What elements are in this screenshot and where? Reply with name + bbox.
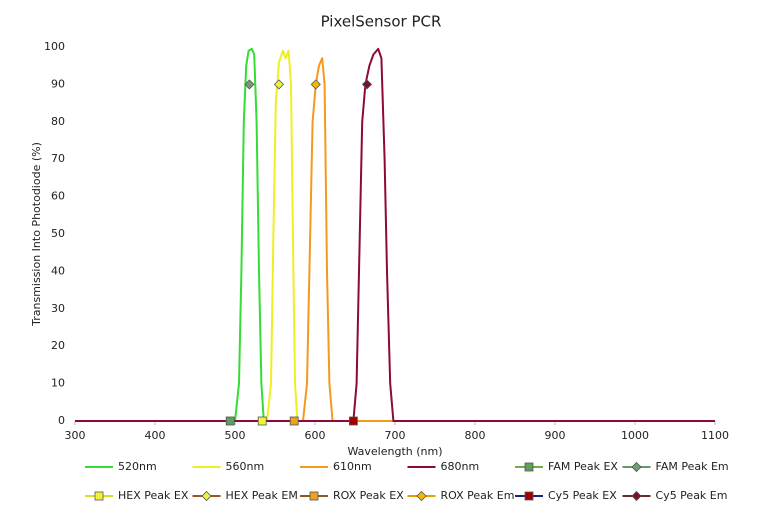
data-point [225, 416, 235, 426]
x-tick-label: 700 [385, 429, 406, 442]
y-tick-label: 90 [51, 77, 65, 90]
x-tick-label: 1100 [701, 429, 729, 442]
data-point [273, 79, 285, 90]
data-point [310, 79, 321, 90]
series-line [75, 49, 715, 422]
y-tick-label: 10 [51, 377, 65, 390]
y-tick-label: 60 [51, 190, 65, 203]
legend-marker [201, 490, 212, 502]
legend-label: HEX Peak EM [226, 489, 298, 502]
data-point [289, 416, 299, 426]
legend-label: ROX Peak EX [333, 489, 404, 502]
legend-label: FAM Peak Em [656, 460, 729, 473]
y-tick-label: 80 [51, 115, 65, 128]
y-tick-label: 100 [44, 40, 65, 53]
data-point [361, 79, 373, 90]
legend-label: ROX Peak Em [441, 489, 515, 502]
y-tick-label: 0 [58, 414, 65, 427]
series-line [75, 57, 715, 422]
y-tick-label: 50 [51, 227, 65, 240]
series-line [75, 47, 715, 422]
chart-title: PixelSensor PCR [321, 13, 442, 31]
legend-marker [94, 491, 104, 501]
y-tick-label: 30 [51, 302, 65, 315]
x-axis-label: Wavelength (nm) [347, 445, 442, 458]
legend-label: HEX Peak EX [118, 489, 189, 502]
x-tick-label: 1000 [621, 429, 649, 442]
data-point [348, 416, 358, 426]
x-tick-label: 800 [465, 429, 486, 442]
legend-label: Cy5 Peak Em [656, 489, 728, 502]
legend-label: FAM Peak EX [548, 460, 618, 473]
series-line [75, 47, 715, 422]
data-point [257, 416, 267, 426]
legend-marker [524, 462, 534, 472]
x-tick-label: 400 [145, 429, 166, 442]
x-tick-label: 300 [65, 429, 86, 442]
x-tick-label: 500 [225, 429, 246, 442]
legend-label: 560nm [226, 460, 265, 473]
legend-label: 610nm [333, 460, 372, 473]
data-point [244, 79, 255, 90]
legend-marker [416, 490, 427, 502]
x-tick-label: 600 [305, 429, 326, 442]
legend-label: Cy5 Peak EX [548, 489, 617, 502]
legend-marker [524, 491, 534, 501]
legend-label: 680nm [441, 460, 480, 473]
x-tick-label: 900 [545, 429, 566, 442]
y-tick-label: 70 [51, 152, 65, 165]
legend-marker [309, 491, 319, 501]
legend-marker [631, 461, 642, 473]
legend-label: 520nm [118, 460, 157, 473]
y-tick-label: 40 [51, 264, 65, 277]
y-tick-label: 20 [51, 339, 65, 352]
y-axis-label: Transmission Into Photodiode (%) [30, 142, 43, 327]
legend-marker [631, 490, 642, 502]
